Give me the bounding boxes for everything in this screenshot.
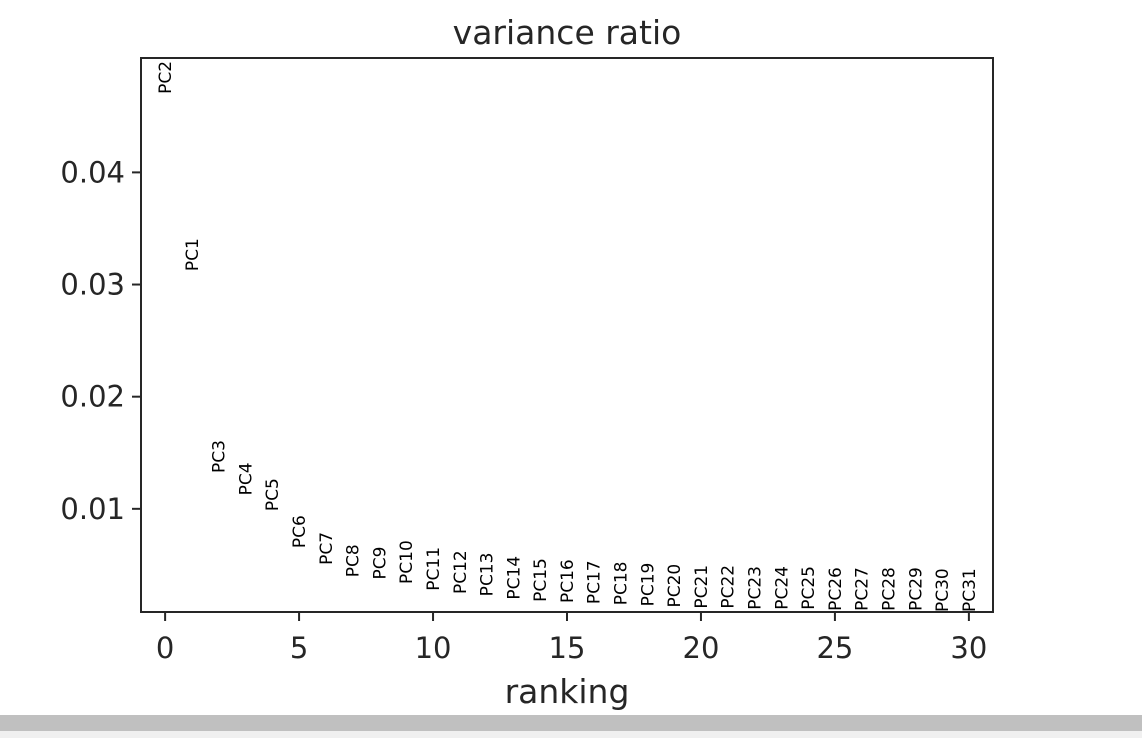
pc-label: PC12 xyxy=(451,550,471,594)
chart-title: variance ratio xyxy=(453,13,682,52)
pc-label: PC26 xyxy=(826,567,846,611)
bottom-strip xyxy=(0,731,1142,738)
pc-label: PC30 xyxy=(933,568,953,612)
y-tick-label: 0.01 xyxy=(60,492,125,526)
y-tick-label: 0.04 xyxy=(60,155,125,189)
pc-label: PC10 xyxy=(397,540,417,584)
x-axis: 0 5 10 15 20 25 30 xyxy=(156,612,987,665)
pc-labels: PC2 PC1 PC3 PC4 PC5 PC6 PC7 PC8 PC9 PC10 PC11 PC12 P… xyxy=(156,61,980,612)
x-tick-label: 10 xyxy=(415,631,452,665)
y-tick-label: 0.03 xyxy=(60,268,125,302)
y-axis: 0.01 0.02 0.03 0.04 xyxy=(60,155,141,526)
x-tick-label: 30 xyxy=(950,631,987,665)
pc-label: PC8 xyxy=(344,544,364,577)
pc-label: PC23 xyxy=(745,566,765,610)
x-tick-label: 5 xyxy=(290,631,308,665)
pc-label: PC6 xyxy=(290,515,310,548)
pc-label: PC20 xyxy=(665,564,685,608)
variance-ratio-chart: variance ratio 0 5 10 15 20 25 30 0.01 0.02 0.03… xyxy=(60,13,994,711)
x-tick-label: 0 xyxy=(156,631,174,665)
plot-frame xyxy=(140,57,994,613)
pc-label: PC1 xyxy=(183,238,203,271)
pc-label: PC5 xyxy=(263,478,283,511)
chart-svg: variance ratio 0 5 10 15 20 25 30 0.01 0.02 0.03… xyxy=(60,13,994,711)
x-tick-label: 25 xyxy=(816,631,853,665)
pc-label: PC7 xyxy=(317,532,337,565)
pc-label: PC18 xyxy=(612,562,632,606)
pc-label: PC16 xyxy=(558,559,578,603)
x-tick-label: 20 xyxy=(683,631,720,665)
pc-label: PC27 xyxy=(853,567,873,611)
horizontal-scrollbar[interactable] xyxy=(0,715,1142,731)
pc-label: PC13 xyxy=(478,553,498,597)
pc-label: PC25 xyxy=(799,566,819,610)
pc-label: PC14 xyxy=(504,556,524,600)
pc-label: PC19 xyxy=(638,563,658,607)
pc-label: PC2 xyxy=(156,61,176,94)
pc-label: PC11 xyxy=(424,547,444,591)
pc-label: PC9 xyxy=(370,547,390,580)
pc-label: PC28 xyxy=(879,567,899,611)
pc-label: PC17 xyxy=(585,560,605,604)
pc-label: PC22 xyxy=(719,565,739,609)
pc-label: PC21 xyxy=(692,565,712,609)
pc-label: PC29 xyxy=(906,567,926,611)
x-tick-label: 15 xyxy=(549,631,586,665)
pc-label: PC4 xyxy=(236,462,256,495)
pc-label: PC3 xyxy=(210,440,230,473)
x-axis-label: ranking xyxy=(505,672,630,711)
pc-label: PC24 xyxy=(772,566,792,610)
pc-label: PC31 xyxy=(960,568,980,612)
y-tick-label: 0.02 xyxy=(60,380,125,414)
pc-label: PC15 xyxy=(531,558,551,602)
